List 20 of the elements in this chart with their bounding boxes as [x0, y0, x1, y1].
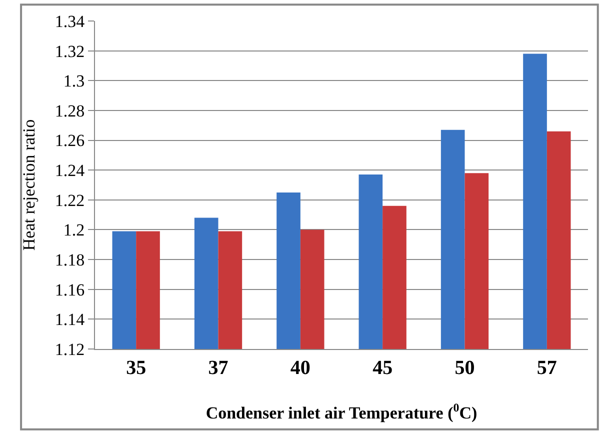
- x-tick-label: 35: [126, 357, 146, 379]
- y-axis-title: Heat rejection ratio: [19, 119, 38, 251]
- y-tick-label: 1.18: [54, 250, 85, 270]
- y-tick-label: 1.32: [54, 42, 85, 61]
- y-tick-label: 1.26: [54, 131, 85, 150]
- x-tick-label: 50: [454, 357, 475, 379]
- y-tick-label: 1.16: [54, 280, 85, 300]
- x-tick-label: 37: [208, 357, 228, 379]
- y-tick-label: 1.14: [54, 310, 86, 330]
- x-axis-title: Condenser inlet air Temperature ($^{0}$C): [206, 400, 478, 422]
- y-tick-label: 1.3: [63, 72, 85, 91]
- x-tick-label: 40: [290, 357, 310, 379]
- y-tick-label: 1.2: [63, 220, 85, 240]
- y-tick-label: 1.28: [54, 101, 85, 120]
- x-tick-label: 57: [536, 357, 557, 379]
- x-tick-label: 45: [372, 357, 393, 379]
- y-tick-label: 1.12: [54, 340, 85, 359]
- y-tick-label: 1.24: [54, 161, 86, 180]
- y-tick-label: 1.22: [54, 190, 85, 210]
- y-tick-label: 1.34: [54, 12, 86, 31]
